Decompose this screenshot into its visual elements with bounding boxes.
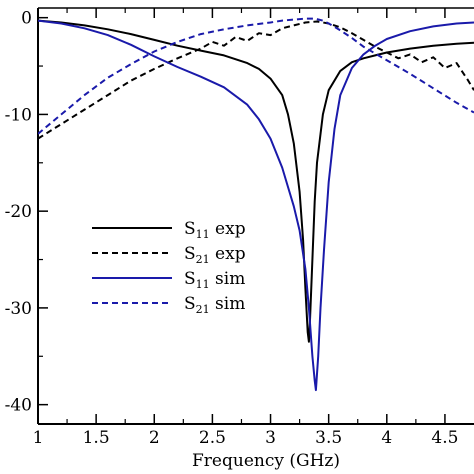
x-tick-label: 4.5 xyxy=(431,428,458,448)
legend-label: S11 exp xyxy=(184,219,246,241)
x-tick-label: 2.5 xyxy=(199,428,226,448)
series-line-s21-sim xyxy=(38,17,474,135)
legend-label: S21 sim xyxy=(184,294,245,316)
x-tick-label: 1.5 xyxy=(83,428,110,448)
series-line-s21-exp xyxy=(38,20,474,140)
series-line-s11-sim xyxy=(38,19,474,392)
x-tick-label: 3.5 xyxy=(315,428,342,448)
y-tick-label: -20 xyxy=(5,202,32,222)
x-tick-label: 3 xyxy=(265,428,276,448)
y-tick-label: -30 xyxy=(5,299,32,319)
axis-ticks: 1 1.5 2 2.5 3 3.5 4 4.5 0 -10 -20 -30 -40 xyxy=(5,8,458,448)
y-tick-label: -40 xyxy=(5,396,32,416)
x-tick-label: 1 xyxy=(33,428,44,448)
x-axis-title: Frequency (GHz) xyxy=(192,451,340,471)
y-tick-label: -10 xyxy=(5,105,32,125)
plot-area xyxy=(37,7,474,425)
x-tick-label: 4 xyxy=(381,428,392,448)
x-tick-label: 2 xyxy=(149,428,160,448)
legend-label: S11 sim xyxy=(184,269,245,291)
series-line-s11-exp xyxy=(38,19,474,343)
y-tick-label: 0 xyxy=(21,9,32,29)
legend-label: S21 exp xyxy=(184,244,246,266)
series-layer xyxy=(38,17,474,392)
legend: S11 exp S21 exp S11 sim S21 sim xyxy=(92,219,246,316)
